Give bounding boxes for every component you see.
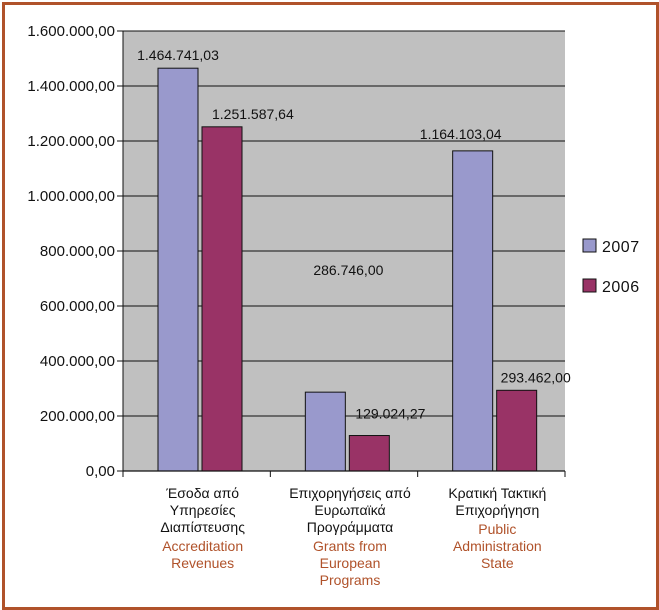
bars (157, 67, 538, 472)
category-label: Προγράμματα (307, 519, 394, 535)
legend-label: 2007 (602, 239, 640, 256)
axes (117, 30, 566, 477)
data-label: 129.024,27 (355, 406, 425, 422)
bar-2007-2 (452, 150, 494, 472)
category-label-english: Grants from (313, 538, 387, 554)
y-tick-label: 1.400.000,00 (27, 78, 115, 95)
y-tick-label: 1.600.000,00 (27, 23, 115, 40)
category-label-english: Accreditation (162, 538, 243, 554)
labels: 0,00 200.000,00 400.000,00 600.000,00 800.00… (27, 23, 571, 588)
y-tick-label: 0,00 (86, 463, 115, 480)
bar-2006-0 (201, 126, 243, 472)
bar-2007-1 (304, 391, 346, 472)
bar-2006-2 (496, 389, 538, 472)
legend-swatch-2007 (582, 238, 597, 253)
y-tick-label: 800.000,00 (40, 243, 115, 260)
y-tick-label: 600.000,00 (40, 298, 115, 315)
category-label-english: State (481, 555, 514, 571)
category-label-english: Programs (320, 572, 381, 588)
legend-swatch-2006 (582, 278, 597, 293)
data-label: 286.746,00 (313, 262, 383, 278)
category-label: Επιχορήγηση (455, 502, 539, 518)
category-label: Διαπίστευσης (160, 519, 245, 535)
category-label: Ευρωπαϊκά (314, 502, 385, 518)
category-label-english: Public (478, 521, 516, 537)
category-label: Υπηρεσίες (170, 502, 236, 518)
data-label: 1.164.103,04 (420, 126, 502, 142)
legend-label: 2006 (602, 279, 640, 296)
category-label-english: Revenues (171, 555, 234, 571)
category-label: Επιχορηγήσεις από (289, 485, 411, 501)
data-label: 1.464.741,03 (137, 47, 219, 63)
y-tick-label: 400.000,00 (40, 353, 115, 370)
data-label: 293.462,00 (501, 369, 571, 385)
category-label-english: Administration (453, 538, 542, 554)
category-label: Έσοδα από (165, 485, 239, 501)
data-label: 1.251.587,64 (212, 106, 294, 122)
category-label-english: European (320, 555, 381, 571)
bar-2007-0 (157, 67, 199, 472)
legend: 2007 2006 (582, 238, 640, 296)
bar-2006-1 (348, 435, 390, 472)
y-tick-label: 1.000.000,00 (27, 188, 115, 205)
y-tick-label: 200.000,00 (40, 408, 115, 425)
y-tick-label: 1.200.000,00 (27, 133, 115, 150)
category-label: Κρατική Τακτική (448, 485, 546, 501)
